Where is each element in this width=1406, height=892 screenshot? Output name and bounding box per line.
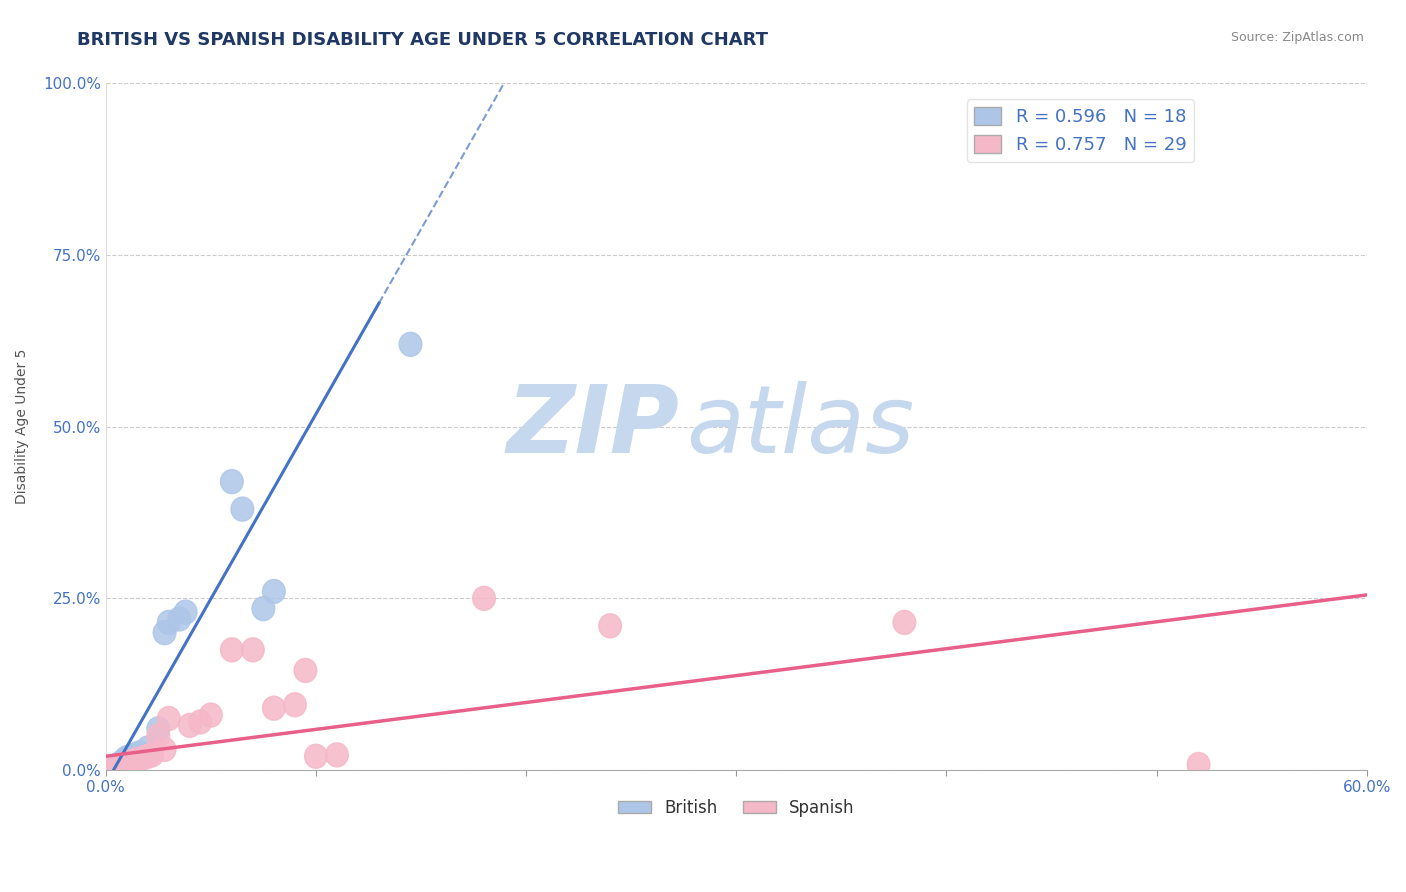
Ellipse shape <box>472 586 495 610</box>
Ellipse shape <box>111 753 134 777</box>
Text: ZIP: ZIP <box>506 381 679 473</box>
Ellipse shape <box>132 746 155 770</box>
Ellipse shape <box>128 741 150 764</box>
Ellipse shape <box>252 597 274 621</box>
Ellipse shape <box>599 614 621 638</box>
Ellipse shape <box>174 600 197 624</box>
Ellipse shape <box>1187 753 1211 777</box>
Ellipse shape <box>153 738 176 762</box>
Ellipse shape <box>242 638 264 662</box>
Ellipse shape <box>115 746 138 770</box>
Ellipse shape <box>221 469 243 493</box>
Y-axis label: Disability Age Under 5: Disability Age Under 5 <box>15 349 30 504</box>
Ellipse shape <box>105 755 128 779</box>
Ellipse shape <box>399 333 422 356</box>
Ellipse shape <box>284 693 307 717</box>
Ellipse shape <box>294 658 316 682</box>
Ellipse shape <box>157 706 180 731</box>
Ellipse shape <box>141 743 163 767</box>
Ellipse shape <box>110 751 132 775</box>
Ellipse shape <box>263 580 285 604</box>
Ellipse shape <box>127 747 149 772</box>
Legend: British, Spanish: British, Spanish <box>612 792 862 823</box>
Ellipse shape <box>179 714 201 738</box>
Ellipse shape <box>120 750 142 773</box>
Ellipse shape <box>101 756 124 780</box>
Ellipse shape <box>136 744 159 768</box>
Ellipse shape <box>167 607 191 631</box>
Ellipse shape <box>122 749 145 773</box>
Ellipse shape <box>114 747 136 772</box>
Ellipse shape <box>221 638 243 662</box>
Ellipse shape <box>115 751 138 775</box>
Ellipse shape <box>263 696 285 720</box>
Ellipse shape <box>110 754 132 778</box>
Ellipse shape <box>893 610 915 634</box>
Ellipse shape <box>153 621 176 645</box>
Ellipse shape <box>188 710 212 734</box>
Ellipse shape <box>326 743 349 767</box>
Ellipse shape <box>148 717 170 741</box>
Text: BRITISH VS SPANISH DISABILITY AGE UNDER 5 CORRELATION CHART: BRITISH VS SPANISH DISABILITY AGE UNDER … <box>77 31 768 49</box>
Ellipse shape <box>105 755 128 779</box>
Ellipse shape <box>124 743 146 767</box>
Ellipse shape <box>305 744 328 768</box>
Text: atlas: atlas <box>686 381 914 472</box>
Ellipse shape <box>231 497 253 521</box>
Ellipse shape <box>136 736 159 760</box>
Ellipse shape <box>114 753 136 777</box>
Ellipse shape <box>148 723 170 747</box>
Ellipse shape <box>157 610 180 634</box>
Ellipse shape <box>120 744 142 768</box>
Text: Source: ZipAtlas.com: Source: ZipAtlas.com <box>1230 31 1364 45</box>
Ellipse shape <box>200 703 222 727</box>
